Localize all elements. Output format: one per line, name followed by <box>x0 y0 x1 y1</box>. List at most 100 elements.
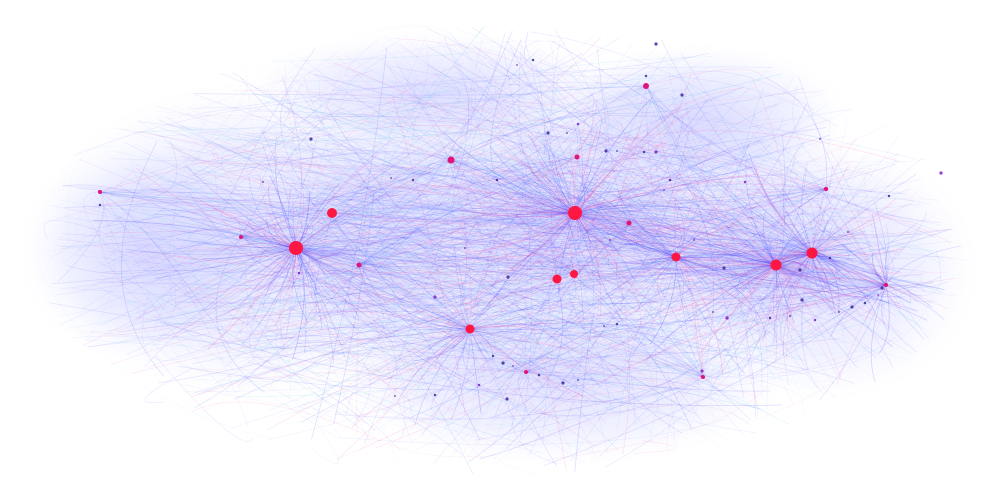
edge <box>176 247 297 261</box>
edge <box>286 123 581 380</box>
edge <box>295 247 406 437</box>
edge <box>645 85 877 231</box>
edge <box>449 203 499 320</box>
edge <box>675 256 761 317</box>
edge <box>775 264 917 311</box>
edge <box>675 167 714 258</box>
edge <box>682 155 780 189</box>
edge <box>331 212 663 307</box>
edge <box>295 247 402 258</box>
edge <box>277 252 813 342</box>
edge <box>771 153 796 207</box>
edge <box>470 155 696 185</box>
hub-node-h9[interactable] <box>465 324 475 334</box>
edge <box>766 252 813 319</box>
hub-node-h6[interactable] <box>671 252 681 262</box>
edge <box>536 273 575 348</box>
hub-node-h19[interactable] <box>701 375 705 379</box>
edge <box>614 264 777 294</box>
edge <box>275 212 333 355</box>
edge <box>415 371 527 451</box>
edge <box>799 211 814 254</box>
edge <box>240 233 590 244</box>
edge <box>320 297 471 330</box>
edge <box>103 228 242 266</box>
edge <box>775 264 818 388</box>
edge <box>123 142 704 378</box>
edge <box>221 107 854 312</box>
hub-node-h20[interactable] <box>239 235 243 239</box>
edge <box>759 284 887 310</box>
edge <box>184 164 297 249</box>
edge <box>645 85 889 287</box>
edge <box>775 264 792 323</box>
hub-node-h11[interactable] <box>643 83 649 89</box>
edge <box>471 26 846 321</box>
edge <box>422 85 647 171</box>
small-node <box>98 203 102 207</box>
edge <box>116 131 378 352</box>
hub-node-h8[interactable] <box>570 270 578 278</box>
hub-node-h1[interactable] <box>289 241 303 255</box>
hub-node-h3[interactable] <box>327 208 337 218</box>
edge <box>530 132 576 214</box>
edge <box>292 247 305 360</box>
edge <box>374 188 827 432</box>
edge <box>685 252 813 296</box>
edge <box>295 247 439 328</box>
hub-node-h12[interactable] <box>356 262 362 268</box>
edge <box>279 284 887 350</box>
edge <box>267 189 297 249</box>
hub-node-h16[interactable] <box>524 370 528 374</box>
edge <box>450 159 882 231</box>
edge <box>439 209 576 214</box>
hub-node-h17[interactable] <box>98 190 102 194</box>
hub-node-h7[interactable] <box>552 274 562 284</box>
edge <box>469 64 546 330</box>
edge <box>574 212 642 346</box>
edge <box>338 173 396 338</box>
edge <box>203 140 927 273</box>
edge <box>316 180 412 423</box>
edge <box>104 289 165 308</box>
edge <box>99 191 229 393</box>
edge <box>267 222 630 431</box>
edge <box>632 231 677 258</box>
hub-node-h10[interactable] <box>447 156 455 164</box>
edge <box>552 153 576 214</box>
edge <box>240 80 603 238</box>
edge <box>265 328 471 341</box>
edge <box>196 329 415 396</box>
hub-node-h18[interactable] <box>884 283 888 287</box>
edge <box>239 247 297 333</box>
hub-node-h13[interactable] <box>574 154 580 160</box>
edge <box>811 252 945 291</box>
edge <box>469 200 561 330</box>
edge <box>137 304 292 379</box>
hub-node-h4[interactable] <box>806 247 818 259</box>
nodes <box>98 42 943 401</box>
edge <box>387 124 907 163</box>
edge <box>274 134 297 249</box>
edge <box>473 212 848 263</box>
edge <box>318 212 576 419</box>
edge <box>168 101 244 301</box>
edge <box>686 252 813 348</box>
hub-node-h5[interactable] <box>770 259 782 271</box>
edge <box>574 212 609 266</box>
edge <box>313 188 827 251</box>
hub-node-h2[interactable] <box>568 206 582 220</box>
edge <box>255 368 527 379</box>
edge <box>450 159 664 295</box>
edge <box>555 222 704 378</box>
edge <box>460 205 530 330</box>
edge <box>304 116 826 182</box>
edge <box>352 174 753 458</box>
edge <box>675 256 688 331</box>
hub-node-h15[interactable] <box>823 186 829 192</box>
edge <box>199 199 297 249</box>
edge <box>622 92 820 271</box>
hub-node-h14[interactable] <box>626 220 632 226</box>
edge <box>418 245 834 275</box>
edge <box>202 227 399 371</box>
